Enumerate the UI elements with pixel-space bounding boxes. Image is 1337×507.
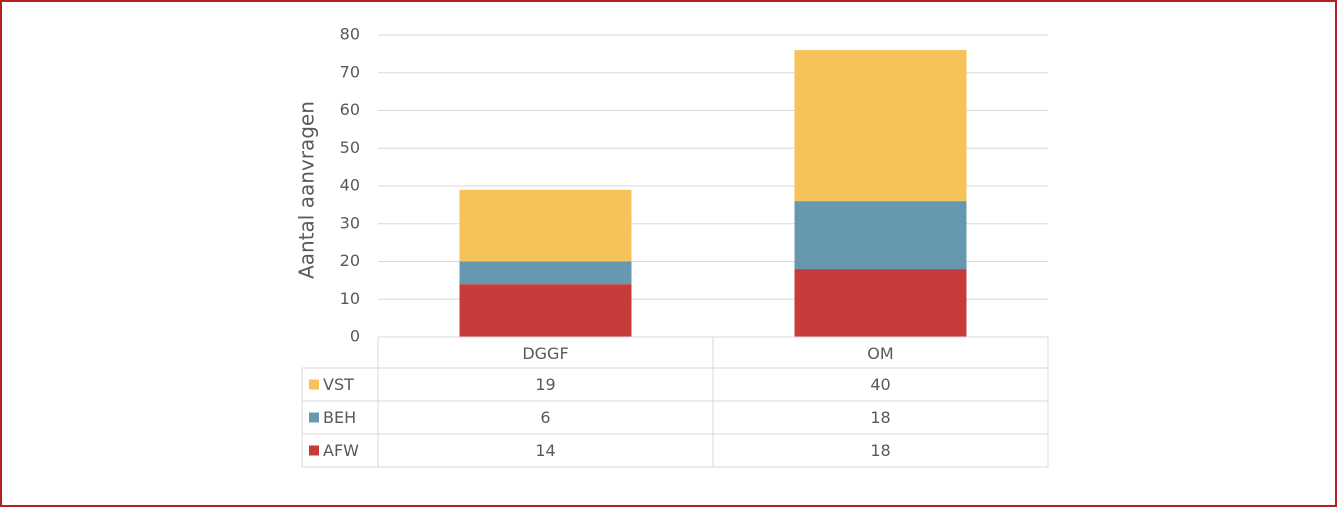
- table-value: 18: [870, 408, 890, 427]
- bar-segment: [459, 189, 632, 262]
- bar-segment: [794, 269, 967, 337]
- legend-swatch: [309, 445, 319, 456]
- y-tick-label: 80: [340, 25, 360, 44]
- legend-label: VST: [323, 375, 354, 394]
- x-tick-label: OM: [867, 344, 893, 363]
- legend-swatch: [309, 412, 319, 423]
- bar-segment: [794, 201, 967, 270]
- bar-segment: [794, 50, 967, 202]
- legend-swatch: [309, 379, 319, 390]
- y-tick-label: 30: [340, 213, 360, 232]
- y-tick-label: 60: [340, 100, 360, 119]
- table-value: 40: [870, 375, 890, 394]
- y-tick-label: 50: [340, 138, 360, 157]
- table-value: 14: [535, 441, 555, 460]
- y-tick-label: 10: [340, 289, 360, 308]
- legend-label: AFW: [323, 441, 359, 460]
- y-tick-label: 0: [350, 327, 360, 346]
- bar-segment: [459, 284, 632, 337]
- legend-label: BEH: [323, 408, 356, 427]
- table-value: 19: [535, 375, 555, 394]
- x-tick-label: DGGF: [522, 344, 568, 363]
- table-value: 18: [870, 441, 890, 460]
- y-axis-label: Aantal aanvragen: [295, 101, 319, 279]
- y-tick-label: 20: [340, 251, 360, 270]
- y-tick-label: 40: [340, 176, 360, 195]
- table-value: 6: [540, 408, 550, 427]
- bar-segment: [459, 261, 632, 285]
- y-tick-label: 70: [340, 62, 360, 81]
